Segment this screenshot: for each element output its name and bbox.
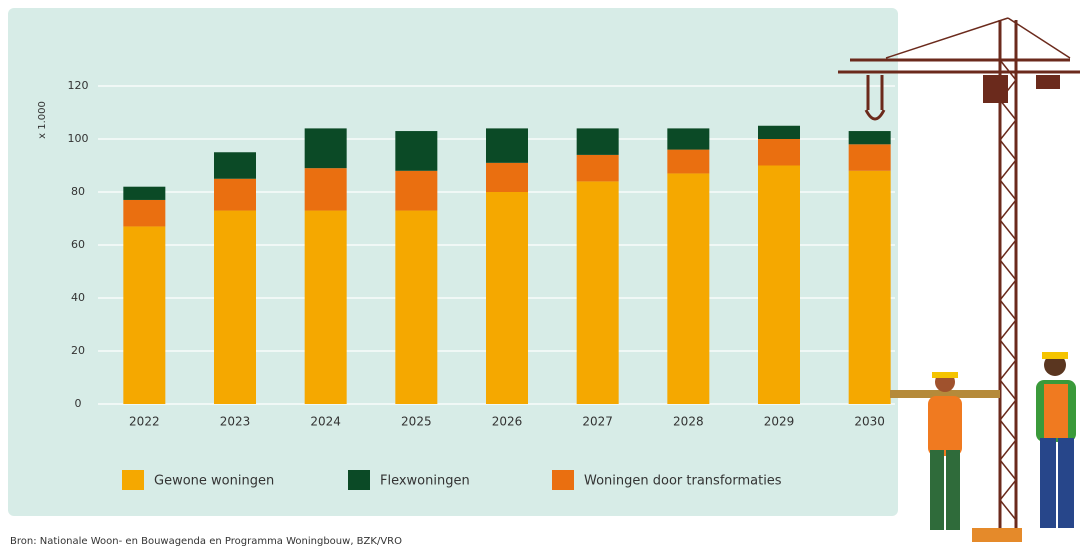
bar-segment (576, 154, 619, 182)
bar-segment (576, 128, 619, 155)
bar-segment (214, 210, 256, 404)
bar-segment (667, 149, 710, 174)
bar-segment (395, 170, 438, 211)
legend-label: Woningen door transformaties (584, 474, 782, 489)
source: Bron: Nationale Woon- en Bouwagenda en P… (10, 536, 402, 547)
bar-segment (304, 210, 347, 404)
legend-label: Flexwoningen (380, 474, 470, 489)
y-tick-label: 80 (71, 185, 85, 198)
bar-segment (395, 210, 438, 404)
bar-segment (123, 226, 166, 404)
bar-segment (486, 128, 528, 163)
bar-segment (848, 131, 891, 145)
y-tick-label: 20 (71, 344, 85, 357)
bar-segment (758, 125, 800, 139)
y-tick-label: 100 (68, 132, 89, 145)
bar-segment (848, 170, 891, 404)
bar-segment (304, 128, 347, 169)
y-tick-label: 40 (71, 291, 85, 304)
y-tick-label: 120 (68, 79, 89, 92)
legend-swatch (552, 470, 574, 490)
y-tick-label: 60 (71, 238, 85, 251)
y-tick-label: 0 (75, 397, 82, 410)
bar-segment (123, 199, 166, 227)
x-tick-label: 2026 (492, 415, 523, 429)
bar-segment (304, 168, 347, 211)
bar-segment (123, 186, 166, 200)
workers (928, 352, 1076, 530)
x-tick-label: 2030 (854, 415, 885, 429)
bar-segment (486, 162, 528, 192)
legend-label: Gewone woningen (154, 474, 274, 489)
bar-segment (758, 165, 800, 404)
legend-swatch (348, 470, 370, 490)
bar-segment (214, 178, 256, 211)
x-tick-label: 2027 (582, 415, 613, 429)
x-tick-label: 2029 (764, 415, 795, 429)
x-tick-label: 2025 (401, 415, 432, 429)
x-tick-label: 2022 (129, 415, 160, 429)
crane (838, 17, 1080, 542)
bar-segment (576, 181, 619, 404)
x-tick-label: 2023 (220, 415, 251, 429)
bar-segment (214, 152, 256, 179)
bar-segment (667, 173, 710, 404)
x-tick-label: 2028 (673, 415, 704, 429)
y-axis-label: x 1.000 (37, 101, 48, 139)
bar-segment (758, 139, 800, 166)
x-tick-label: 2024 (310, 415, 341, 429)
bar-segment (486, 192, 528, 404)
bar-segment (848, 144, 891, 171)
legend-swatch (122, 470, 144, 490)
bar-segment (667, 128, 710, 150)
bar-segment (395, 131, 438, 171)
